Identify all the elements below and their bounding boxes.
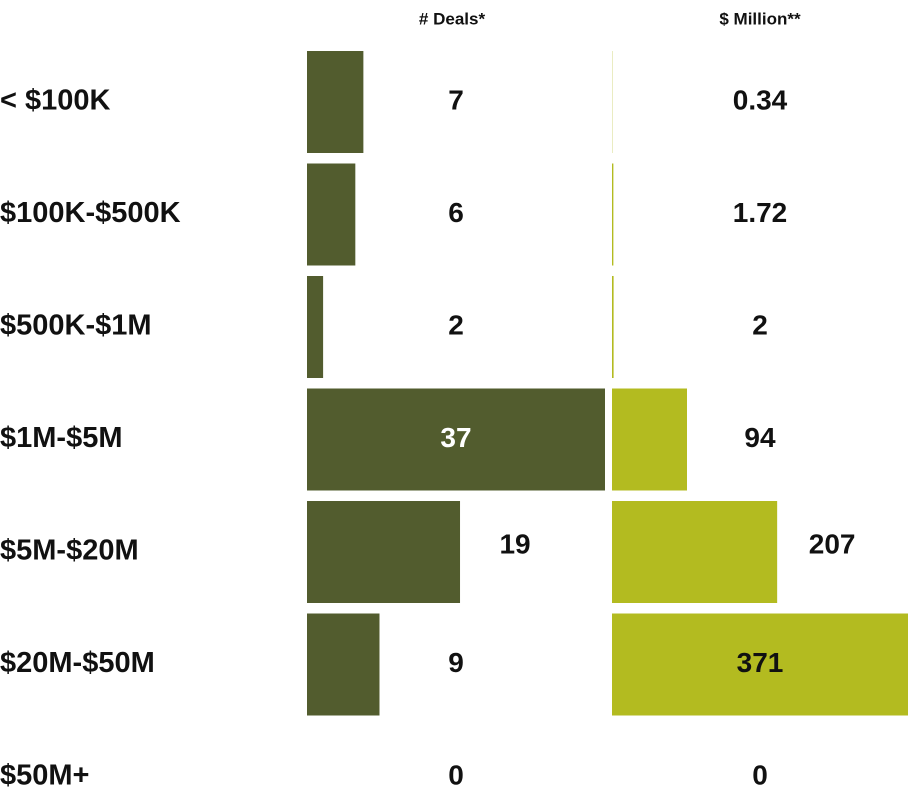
value-label: 371	[737, 647, 784, 678]
value-label: 2	[752, 309, 768, 340]
value-label: 19	[499, 528, 530, 559]
value-label: 207	[809, 528, 856, 559]
category-label: $20M-$50M	[0, 647, 155, 679]
value-label: 9	[448, 647, 464, 678]
category-label: < $100K	[0, 85, 111, 117]
category-label: $100K-$500K	[0, 197, 181, 229]
bar	[612, 163, 614, 266]
bar	[307, 388, 605, 491]
value-label: 7	[448, 84, 464, 115]
value-label: 94	[744, 422, 776, 453]
bar	[307, 501, 461, 603]
category-label: $1M-$5M	[0, 422, 123, 454]
value-label: 1.72	[733, 197, 788, 228]
value-label: 37	[440, 422, 471, 453]
column-header: # Deals*	[419, 9, 486, 28]
bar	[307, 613, 380, 716]
bar	[612, 613, 908, 716]
value-label: 0	[752, 759, 768, 790]
value-label: 6	[448, 197, 464, 228]
bar	[307, 163, 356, 266]
column-header: $ Million**	[719, 9, 801, 28]
category-label: $500K-$1M	[0, 310, 152, 342]
bar	[612, 276, 614, 378]
bar	[612, 388, 687, 491]
bar	[307, 276, 324, 378]
value-label: 2	[448, 309, 464, 340]
value-label: 0.34	[733, 84, 788, 115]
bar	[612, 501, 778, 603]
category-label: $5M-$20M	[0, 535, 139, 567]
category-label: $50M+	[0, 760, 89, 792]
bar	[307, 51, 364, 153]
value-label: 0	[448, 759, 464, 790]
